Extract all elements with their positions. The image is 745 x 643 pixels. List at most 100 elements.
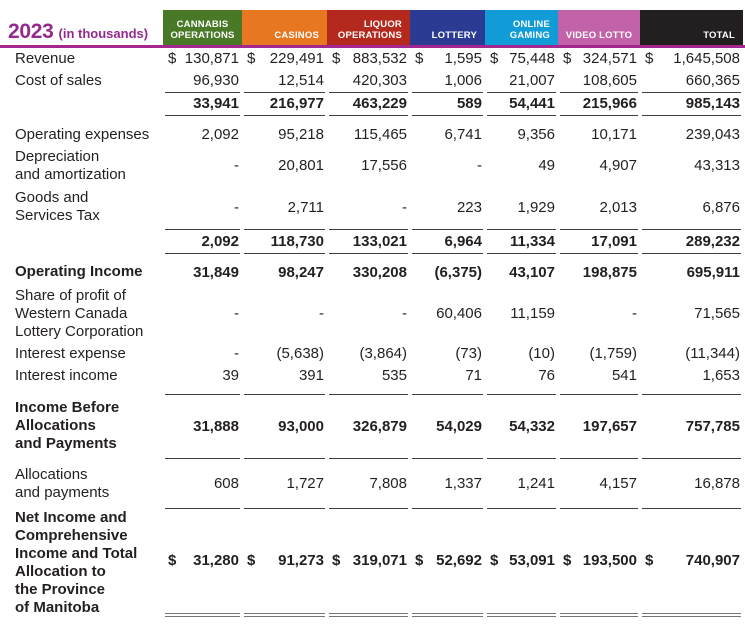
row-label: Operating expenses bbox=[15, 125, 150, 143]
row-operating-income: Operating Income 31,849 98,247 330,208 (6,37… bbox=[2, 260, 741, 285]
row-label: Interest expense bbox=[15, 344, 126, 362]
column-header-cannabis-operations: CANNABIS OPERATIONS bbox=[163, 10, 242, 45]
row-label: Depreciation and amortization bbox=[15, 147, 126, 183]
value-cell: - bbox=[632, 305, 637, 322]
value-cell: - bbox=[477, 157, 482, 174]
value-cell: - bbox=[234, 345, 239, 362]
cell-value: 130,871 bbox=[184, 50, 239, 67]
value-cell: $31,280 bbox=[165, 509, 240, 617]
value-cell: 6,964 bbox=[412, 228, 483, 254]
value-cell: 1,929 bbox=[517, 198, 555, 216]
row-label: Income Before Allocations and Payments bbox=[15, 399, 120, 452]
value-cell: 20,801 bbox=[278, 157, 324, 174]
value-cell: 223 bbox=[456, 198, 482, 216]
value-cell: 96,930 bbox=[193, 72, 239, 89]
value-cell: (5,638) bbox=[276, 345, 324, 362]
value-cell: 6,741 bbox=[444, 126, 482, 143]
value-cell: 608 bbox=[165, 459, 240, 509]
value-cell: $883,532 bbox=[329, 48, 408, 70]
row-total-expenses-subtotal: 2,092 118,730 133,021 6,964 11,334 17,091 289,… bbox=[2, 228, 741, 254]
value-cell: 54,441 bbox=[487, 91, 556, 116]
column-header-casinos: CASINOS bbox=[242, 10, 327, 45]
column-header-online-gaming: ONLINE GAMING bbox=[485, 10, 558, 45]
value-cell: 98,247 bbox=[278, 263, 324, 281]
value-cell: $53,091 bbox=[487, 509, 556, 617]
value-cell: 2,711 bbox=[287, 198, 324, 216]
value-cell: 1,653 bbox=[702, 367, 740, 384]
column-header-video-lotto: VIDEO LOTTO bbox=[558, 10, 640, 45]
value-cell: 31,849 bbox=[193, 263, 239, 281]
value-cell: $130,871 bbox=[165, 48, 240, 70]
value-cell: (10) bbox=[528, 345, 555, 362]
value-cell: 463,229 bbox=[329, 91, 408, 116]
currency-symbol: $ bbox=[563, 552, 572, 569]
row-interest-expense: Interest expense - (5,638) (3,864) (73) (10) (… bbox=[2, 343, 741, 365]
value-cell: 31,888 bbox=[165, 393, 240, 459]
row-label: Interest income bbox=[15, 366, 118, 384]
value-cell: $324,571 bbox=[560, 48, 638, 70]
value-cell: 215,966 bbox=[560, 91, 638, 116]
cell-value: 53,091 bbox=[509, 552, 555, 569]
value-cell: 4,157 bbox=[560, 459, 638, 509]
value-cell: 12,514 bbox=[278, 72, 324, 89]
row-interest-income: Interest income 39 391 535 71 76 541 1,653 bbox=[2, 365, 741, 387]
row-label: Operating Income bbox=[15, 263, 143, 280]
value-cell: - bbox=[402, 198, 407, 216]
value-cell: 43,313 bbox=[694, 157, 740, 174]
value-cell: 535 bbox=[381, 367, 407, 384]
value-cell: 197,657 bbox=[560, 393, 638, 459]
row-allocations-and-payments: Allocations and payments 608 1,727 7,808 1,3… bbox=[2, 459, 741, 509]
value-cell: 108,605 bbox=[582, 72, 637, 89]
segment-report: 2023 (in thousands) CANNABIS OPERATIONS C… bbox=[0, 10, 745, 617]
row-label: Cost of sales bbox=[15, 71, 102, 89]
value-cell: $319,071 bbox=[329, 509, 408, 617]
row-income-before-allocations: Income Before Allocations and Payments 31… bbox=[2, 393, 741, 459]
value-cell: 33,941 bbox=[165, 91, 240, 116]
currency-symbol: $ bbox=[490, 50, 499, 67]
value-cell: 71 bbox=[465, 367, 482, 384]
value-cell: $193,500 bbox=[560, 509, 638, 617]
value-cell: - bbox=[234, 305, 239, 322]
value-cell: (6,375) bbox=[434, 263, 482, 281]
row-depreciation-amortization: Depreciation and amortization - 20,801 17,5… bbox=[2, 146, 741, 186]
value-cell: 391 bbox=[298, 367, 324, 384]
value-cell: 1,006 bbox=[444, 72, 482, 89]
row-label: Net Income and Comprehensive Income and … bbox=[15, 508, 138, 616]
cell-value: 91,273 bbox=[278, 552, 324, 569]
value-cell: 76 bbox=[538, 367, 555, 384]
cell-value: 75,448 bbox=[509, 50, 555, 67]
value-cell: 695,911 bbox=[686, 263, 740, 281]
row-label: Revenue bbox=[15, 49, 76, 67]
currency-symbol: $ bbox=[168, 552, 177, 569]
currency-symbol: $ bbox=[490, 552, 499, 569]
value-cell: 11,159 bbox=[510, 305, 555, 322]
value-cell: 216,977 bbox=[244, 91, 325, 116]
cell-value: 740,907 bbox=[685, 552, 740, 569]
value-cell: 60,406 bbox=[436, 305, 482, 322]
value-cell: 330,208 bbox=[352, 263, 407, 281]
value-cell: (1,759) bbox=[589, 345, 637, 362]
row-cost-of-sales: Cost of sales 96,930 12,514 420,303 1,006 21,… bbox=[2, 70, 741, 92]
value-cell: $91,273 bbox=[244, 509, 325, 617]
value-cell: 17,091 bbox=[560, 228, 638, 254]
value-cell: 17,556 bbox=[361, 157, 407, 174]
currency-symbol: $ bbox=[645, 552, 654, 569]
value-cell: 7,808 bbox=[329, 459, 408, 509]
value-cell: $75,448 bbox=[487, 48, 556, 70]
value-cell: 6,876 bbox=[702, 198, 740, 216]
column-header-lottery: LOTTERY bbox=[410, 10, 485, 45]
column-header-liquor-operations: LIQUOR OPERATIONS bbox=[327, 10, 410, 45]
value-cell: 757,785 bbox=[642, 393, 741, 459]
currency-symbol: $ bbox=[332, 50, 341, 67]
value-cell: $1,645,508 bbox=[642, 48, 741, 70]
row-gross-profit-subtotal: 33,941 216,977 463,229 589 54,441 215,966 985,… bbox=[2, 91, 741, 116]
value-cell: - bbox=[234, 157, 239, 174]
value-cell: 1,337 bbox=[412, 459, 483, 509]
value-cell: - bbox=[319, 305, 324, 322]
value-cell: 326,879 bbox=[329, 393, 408, 459]
column-header-total: TOTAL bbox=[640, 10, 743, 45]
currency-symbol: $ bbox=[645, 50, 654, 67]
value-cell: 2,013 bbox=[599, 198, 637, 216]
row-label bbox=[2, 229, 161, 254]
